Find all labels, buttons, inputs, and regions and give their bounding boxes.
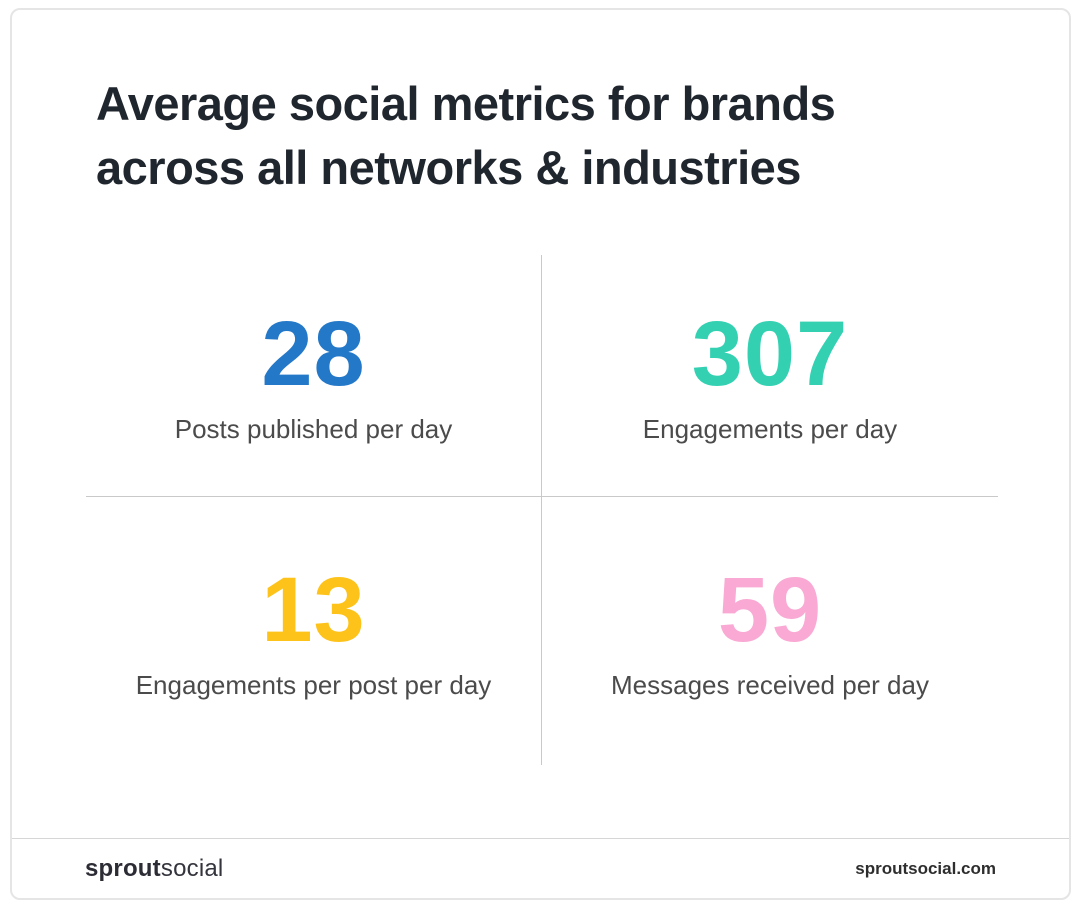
metric-messages-received: 59 Messages received per day (542, 497, 998, 765)
metric-value-engagements-per-day: 307 (691, 303, 849, 405)
page-title: Average social metrics for brands across… (96, 77, 836, 194)
metric-posts-published: 28 Posts published per day (86, 255, 542, 497)
brand-sprout: sprout (85, 854, 161, 882)
metrics-grid: 28 Posts published per day 307 Engagemen… (86, 255, 998, 765)
footer: sproutsocial sproutsocial.com (12, 838, 1069, 898)
metric-label-messages-received: Messages received per day (611, 669, 929, 700)
metric-value-messages-received: 59 (717, 558, 823, 661)
metric-engagements-per-post: 13 Engagements per post per day (86, 497, 542, 765)
metric-label-engagements-per-post: Engagements per post per day (135, 669, 492, 700)
brand-social: social (160, 854, 224, 882)
website-link: sproutsocial.com (855, 858, 996, 878)
metric-label-posts-published: Posts published per day (174, 414, 453, 444)
metric-value-engagements-per-post: 13 (261, 558, 366, 661)
infographic-card: Average social metrics for brands across… (10, 8, 1071, 900)
metric-engagements-per-day: 307 Engagements per day (542, 255, 998, 497)
brand-logo: sproutsocial (85, 855, 223, 883)
metric-label-engagements-per-day: Engagements per day (642, 414, 898, 444)
metric-value-posts-published: 28 (261, 303, 366, 405)
